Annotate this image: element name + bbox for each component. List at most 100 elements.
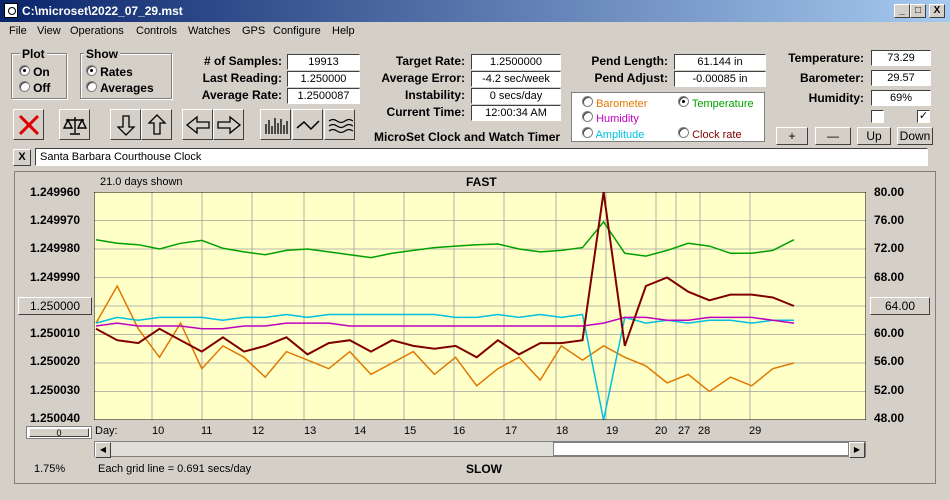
day-tick: 28: [698, 425, 711, 437]
show-rates-radio[interactable]: Rates: [86, 65, 133, 79]
title-bar: C:\microset\2022_07_29.mst _ □ X: [0, 0, 950, 22]
radio-empty-icon: [86, 81, 97, 92]
right-axis-tick: 52.00: [874, 383, 905, 397]
menu-configure[interactable]: Configure: [273, 25, 321, 37]
app-icon: [4, 3, 18, 18]
zoom-slider-track[interactable]: 0: [26, 426, 92, 439]
plot-on-radio[interactable]: On: [19, 65, 50, 79]
line-view-button[interactable]: [292, 109, 323, 140]
line-graph-icon: [296, 119, 320, 130]
menu-watches[interactable]: Watches: [188, 25, 231, 37]
time-scrollbar[interactable]: ◀ ▶: [94, 441, 866, 458]
app-caption: MicroSet Clock and Watch Timer: [374, 130, 561, 144]
stop-button[interactable]: [13, 109, 44, 140]
plot-group-title: Plot: [20, 47, 47, 61]
day-tick: 10: [152, 425, 165, 437]
watch-name-field[interactable]: Santa Barbara Courthouse Clock: [35, 148, 928, 166]
temperature-value: 73.29: [871, 50, 931, 66]
menu-file[interactable]: File: [9, 25, 27, 37]
pend-adjust-value: -0.00085 in: [674, 71, 766, 87]
temperature-option-label: Temperature: [691, 98, 754, 110]
day-tick: 13: [304, 425, 317, 437]
current-time-label: Current Time:: [386, 105, 465, 119]
left-axis-tick: 1.250030: [30, 383, 81, 397]
series-line-amplitude: [95, 313, 794, 420]
left-axis-center-button[interactable]: 1.250000: [18, 297, 92, 315]
temperature-option[interactable]: Temperature: [678, 96, 754, 110]
left-axis-tick: 1.249990: [30, 270, 81, 284]
scroll-right-button[interactable]: [213, 109, 244, 140]
right-axis-tick: 60.00: [874, 326, 905, 340]
day-tick: 15: [404, 425, 417, 437]
day-tick: 17: [505, 425, 518, 437]
show-averages-radio[interactable]: Averages: [86, 81, 154, 95]
down-button[interactable]: Down: [897, 127, 933, 145]
barometer-value: 29.57: [871, 70, 931, 86]
last-reading-label: Last Reading:: [202, 71, 282, 85]
arrow-right-icon: [216, 115, 241, 134]
scroll-up-button[interactable]: [141, 109, 172, 140]
bar-graph-icon: [264, 117, 288, 134]
series-line-barometer: [95, 284, 795, 393]
left-axis-tick: 1.250020: [30, 354, 81, 368]
minimize-button[interactable]: _: [894, 4, 910, 18]
left-checkbox[interactable]: [871, 110, 884, 123]
show-group: Show Rates Averages: [80, 47, 172, 99]
increase-button[interactable]: +: [776, 127, 808, 145]
samples-label: # of Samples:: [203, 54, 282, 68]
scroll-left-arrow-icon[interactable]: ◀: [95, 442, 111, 458]
barometer-option-label: Barometer: [596, 98, 648, 110]
radio-empty-icon: [19, 81, 30, 92]
menu-help[interactable]: Help: [332, 25, 355, 37]
zoom-slider-thumb[interactable]: 0: [29, 428, 89, 438]
wave-view-button[interactable]: [324, 109, 355, 140]
day-axis-prefix: Day:: [95, 425, 118, 437]
plot-area: [94, 192, 866, 420]
humidity-value: 69%: [871, 90, 931, 106]
day-tick: 16: [453, 425, 466, 437]
humidity-option[interactable]: Humidity: [582, 111, 639, 125]
balance-button[interactable]: [59, 109, 90, 140]
pend-length-value: 61.144 in: [674, 54, 766, 70]
radio-dot-icon: [19, 65, 30, 76]
radio-empty-icon: [678, 127, 689, 138]
instability-value: 0 secs/day: [471, 88, 561, 104]
bar-view-button[interactable]: [260, 109, 291, 140]
amplitude-option[interactable]: Amplitude: [582, 127, 644, 141]
clock-rate-option[interactable]: Clock rate: [678, 127, 742, 141]
scroll-left-button[interactable]: [182, 109, 213, 140]
scroll-down-button[interactable]: [110, 109, 141, 140]
day-tick: 14: [354, 425, 367, 437]
balance-scale-icon: [62, 116, 87, 135]
day-tick: 27: [678, 425, 691, 437]
right-checkbox[interactable]: ✓: [917, 110, 930, 123]
day-tick: 12: [252, 425, 265, 437]
left-axis-tick: 1.249960: [30, 185, 81, 199]
menu-controls[interactable]: Controls: [136, 25, 177, 37]
wave-lines-icon: [328, 118, 353, 133]
clear-watch-button[interactable]: X: [13, 149, 31, 166]
left-axis-tick: 1.249980: [30, 241, 81, 255]
average-rate-label: Average Rate:: [201, 88, 282, 102]
plot-off-label: Off: [33, 81, 51, 95]
radio-dot-icon: [678, 96, 689, 107]
up-button[interactable]: Up: [857, 127, 891, 145]
scroll-thumb[interactable]: [553, 442, 849, 456]
right-axis-tick: 72.00: [874, 241, 905, 255]
target-rate-label: Target Rate:: [395, 54, 465, 68]
amplitude-option-label: Amplitude: [595, 129, 645, 141]
close-button[interactable]: X: [929, 4, 945, 18]
menu-gps[interactable]: GPS: [242, 25, 266, 37]
menu-view[interactable]: View: [37, 25, 61, 37]
series-selector: Barometer Temperature Humidity Amplitude…: [571, 92, 765, 142]
clock-rate-option-label: Clock rate: [692, 129, 742, 141]
barometer-option[interactable]: Barometer: [582, 96, 647, 110]
decrease-button[interactable]: —: [815, 127, 851, 145]
maximize-button[interactable]: □: [910, 4, 926, 18]
right-axis-center-button[interactable]: 64.00: [870, 297, 930, 315]
scroll-right-arrow-icon[interactable]: ▶: [849, 442, 865, 458]
plot-off-radio[interactable]: Off: [19, 81, 50, 95]
show-group-title: Show: [84, 47, 120, 61]
menu-operations[interactable]: Operations: [70, 25, 124, 37]
average-error-label: Average Error:: [381, 71, 465, 85]
